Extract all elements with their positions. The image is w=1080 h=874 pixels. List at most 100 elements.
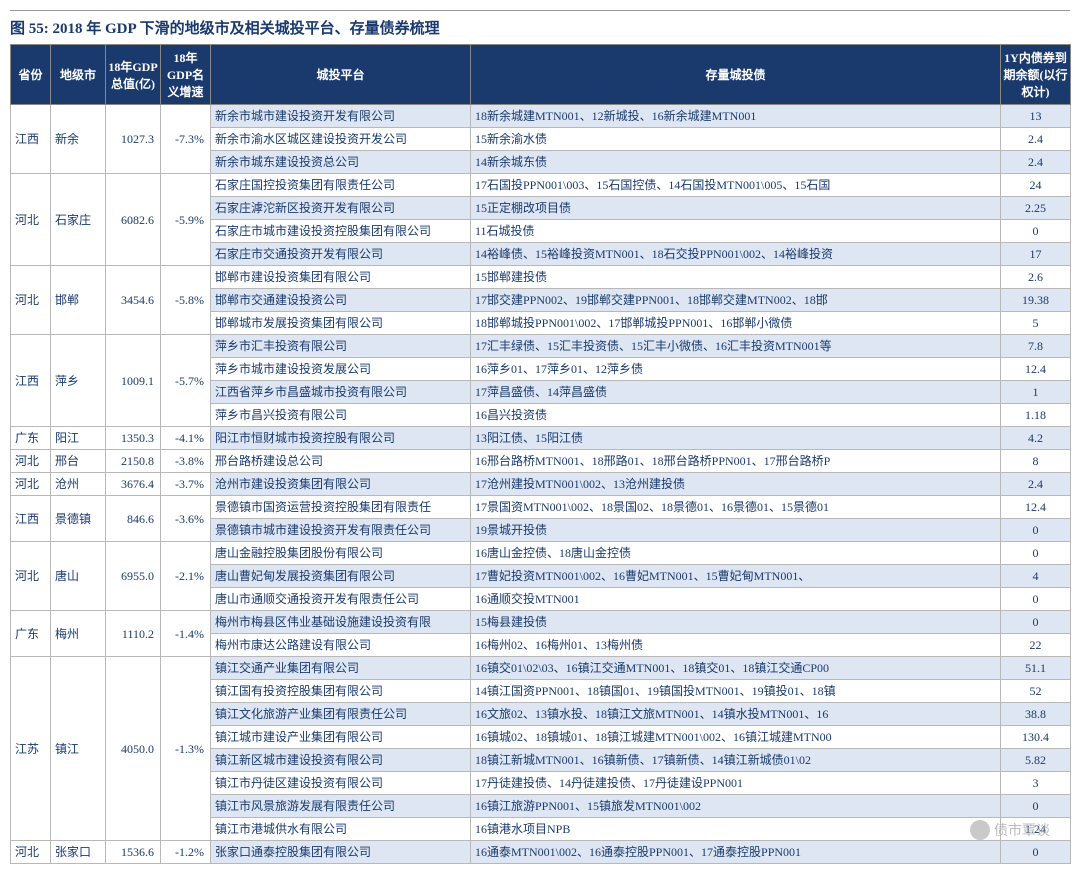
cell-platform: 邯郸城市发展投资集团有限公司 [211, 312, 471, 335]
cell-amount: 2.4 [1001, 151, 1071, 174]
cell-bonds: 16通顺交投MTN001 [471, 588, 1001, 611]
cell-amount: 51.1 [1001, 657, 1071, 680]
cell-platform: 石家庄滹沱新区投资开发有限公司 [211, 197, 471, 220]
col-growth: 18年GDP名义增速 [161, 45, 211, 105]
cell-amount: 19.38 [1001, 289, 1071, 312]
cell-province: 江苏 [11, 657, 51, 841]
cell-amount: 12.4 [1001, 358, 1071, 381]
col-bonds: 存量城投债 [471, 45, 1001, 105]
col-amount: 1Y内债券到期余额(以行权计) [1001, 45, 1071, 105]
cell-platform: 阳江市恒财城市投资控股有限公司 [211, 427, 471, 450]
cell-amount: 0 [1001, 542, 1071, 565]
table-row: 河北石家庄6082.6-5.9%石家庄国控投资集团有限责任公司17石国投PPN0… [11, 174, 1071, 197]
cell-amount: 13 [1001, 105, 1071, 128]
cell-bonds: 18邯郸城投PPN001\002、17邯郸城投PPN001、16邯郸小微债 [471, 312, 1001, 335]
cell-bonds: 16通泰MTN001\002、16通泰控股PPN001、17通泰控股PPN001 [471, 841, 1001, 864]
table-row: 河北沧州3676.4-3.7%沧州市建设投资集团有限公司17沧州建投MTN001… [11, 473, 1071, 496]
cell-bonds: 16昌兴投资债 [471, 404, 1001, 427]
cell-growth: -4.1% [161, 427, 211, 450]
cell-bonds: 15新余渝水债 [471, 128, 1001, 151]
cell-amount: 0 [1001, 611, 1071, 634]
cell-growth: -3.8% [161, 450, 211, 473]
cell-gdp: 4050.0 [106, 657, 161, 841]
cell-platform: 景德镇市国资运营投资控股集团有限责任 [211, 496, 471, 519]
cell-platform: 石家庄国控投资集团有限责任公司 [211, 174, 471, 197]
col-province: 省份 [11, 45, 51, 105]
cell-bonds: 14新余城东债 [471, 151, 1001, 174]
cell-province: 河北 [11, 266, 51, 335]
cell-city: 邯郸 [51, 266, 106, 335]
cell-platform: 镇江市港城供水有限公司 [211, 818, 471, 841]
cell-platform: 唐山曹妃甸发展投资集团有限公司 [211, 565, 471, 588]
cell-growth: -5.7% [161, 335, 211, 427]
cell-amount: 2.6 [1001, 266, 1071, 289]
cell-platform: 沧州市建设投资集团有限公司 [211, 473, 471, 496]
cell-city: 沧州 [51, 473, 106, 496]
cell-platform: 萍乡市城市建设投资发展公司 [211, 358, 471, 381]
cell-growth: -3.7% [161, 473, 211, 496]
cell-city: 石家庄 [51, 174, 106, 266]
cell-bonds: 16文旅02、13镇水投、18镇江文旅MTN001、14镇水投MTN001、16 [471, 703, 1001, 726]
cell-platform: 唐山市通顺交通投资开发有限责任公司 [211, 588, 471, 611]
cell-platform: 石家庄市城市建设投资控股集团有限公司 [211, 220, 471, 243]
header-row: 省份 地级市 18年GDP总值(亿) 18年GDP名义增速 城投平台 存量城投债… [11, 45, 1071, 105]
cell-bonds: 17石国投PPN001\003、15石国控债、14石国投MTN001\005、1… [471, 174, 1001, 197]
col-gdp: 18年GDP总值(亿) [106, 45, 161, 105]
cell-platform: 镇江城市建设产业集团有限公司 [211, 726, 471, 749]
cell-province: 河北 [11, 473, 51, 496]
cell-bonds: 15正定棚改项目债 [471, 197, 1001, 220]
cell-gdp: 2150.8 [106, 450, 161, 473]
cell-platform: 新余市渝水区城区建设投资开发公司 [211, 128, 471, 151]
cell-amount: 2.25 [1001, 197, 1071, 220]
cell-growth: -1.2% [161, 841, 211, 864]
cell-bonds: 11石城投债 [471, 220, 1001, 243]
table-row: 广东梅州1110.2-1.4%梅州市梅县区伟业基础设施建设投资有限15梅县建投债… [11, 611, 1071, 634]
cell-growth: -5.8% [161, 266, 211, 335]
cell-amount: 2.4 [1001, 473, 1071, 496]
cell-bonds: 17沧州建投MTN001\002、13沧州建投债 [471, 473, 1001, 496]
cell-amount: 8 [1001, 450, 1071, 473]
cell-platform: 梅州市梅县区伟业基础设施建设投资有限 [211, 611, 471, 634]
cell-platform: 镇江文化旅游产业集团有限责任公司 [211, 703, 471, 726]
cell-growth: -7.3% [161, 105, 211, 174]
cell-amount: 4.2 [1001, 427, 1071, 450]
cell-gdp: 1009.1 [106, 335, 161, 427]
cell-gdp: 1350.3 [106, 427, 161, 450]
cell-amount: 0 [1001, 795, 1071, 818]
cell-amount: 0 [1001, 588, 1071, 611]
cell-amount: 1.18 [1001, 404, 1071, 427]
cell-province: 江西 [11, 105, 51, 174]
table-row: 广东阳江1350.3-4.1%阳江市恒财城市投资控股有限公司13阳江债、15阳江… [11, 427, 1071, 450]
cell-amount: 7.8 [1001, 335, 1071, 358]
cell-amount: 0 [1001, 220, 1071, 243]
table-row: 江西新余1027.3-7.3%新余市城市建设投资开发有限公司18新余城建MTN0… [11, 105, 1071, 128]
cell-amount: 38.8 [1001, 703, 1071, 726]
table-row: 河北邢台2150.8-3.8%邢台路桥建设总公司16邢台路桥MTN001、18邢… [11, 450, 1071, 473]
cell-platform: 镇江市风景旅游发展有限责任公司 [211, 795, 471, 818]
cell-city: 镇江 [51, 657, 106, 841]
cell-bonds: 16镇交01\02\03、16镇江交通MTN001、18镇交01、18镇江交通C… [471, 657, 1001, 680]
cell-province: 河北 [11, 841, 51, 864]
cell-platform: 张家口通泰控股集团有限公司 [211, 841, 471, 864]
cell-platform: 邢台路桥建设总公司 [211, 450, 471, 473]
cell-platform: 邯郸市交通建设投资公司 [211, 289, 471, 312]
table-row: 河北邯郸3454.6-5.8%邯郸市建设投资集团有限公司15邯郸建投债2.6 [11, 266, 1071, 289]
cell-city: 邢台 [51, 450, 106, 473]
col-platform: 城投平台 [211, 45, 471, 105]
cell-city: 唐山 [51, 542, 106, 611]
watermark: 债市覃谈 [970, 820, 1050, 840]
cell-bonds: 16镇港水项目NPB [471, 818, 1001, 841]
cell-gdp: 3454.6 [106, 266, 161, 335]
cell-province: 广东 [11, 427, 51, 450]
cell-platform: 邯郸市建设投资集团有限公司 [211, 266, 471, 289]
cell-amount: 52 [1001, 680, 1071, 703]
table-row: 江西萍乡1009.1-5.7%萍乡市汇丰投资有限公司17汇丰绿债、15汇丰投资债… [11, 335, 1071, 358]
cell-province: 广东 [11, 611, 51, 657]
cell-platform: 镇江市丹徒区建设投资有限公司 [211, 772, 471, 795]
cell-gdp: 6082.6 [106, 174, 161, 266]
cell-gdp: 1536.6 [106, 841, 161, 864]
cell-platform: 江西省萍乡市昌盛城市投资有限公司 [211, 381, 471, 404]
cell-platform: 萍乡市昌兴投资有限公司 [211, 404, 471, 427]
cell-bonds: 13阳江债、15阳江债 [471, 427, 1001, 450]
cell-bonds: 17萍昌盛债、14萍昌盛债 [471, 381, 1001, 404]
